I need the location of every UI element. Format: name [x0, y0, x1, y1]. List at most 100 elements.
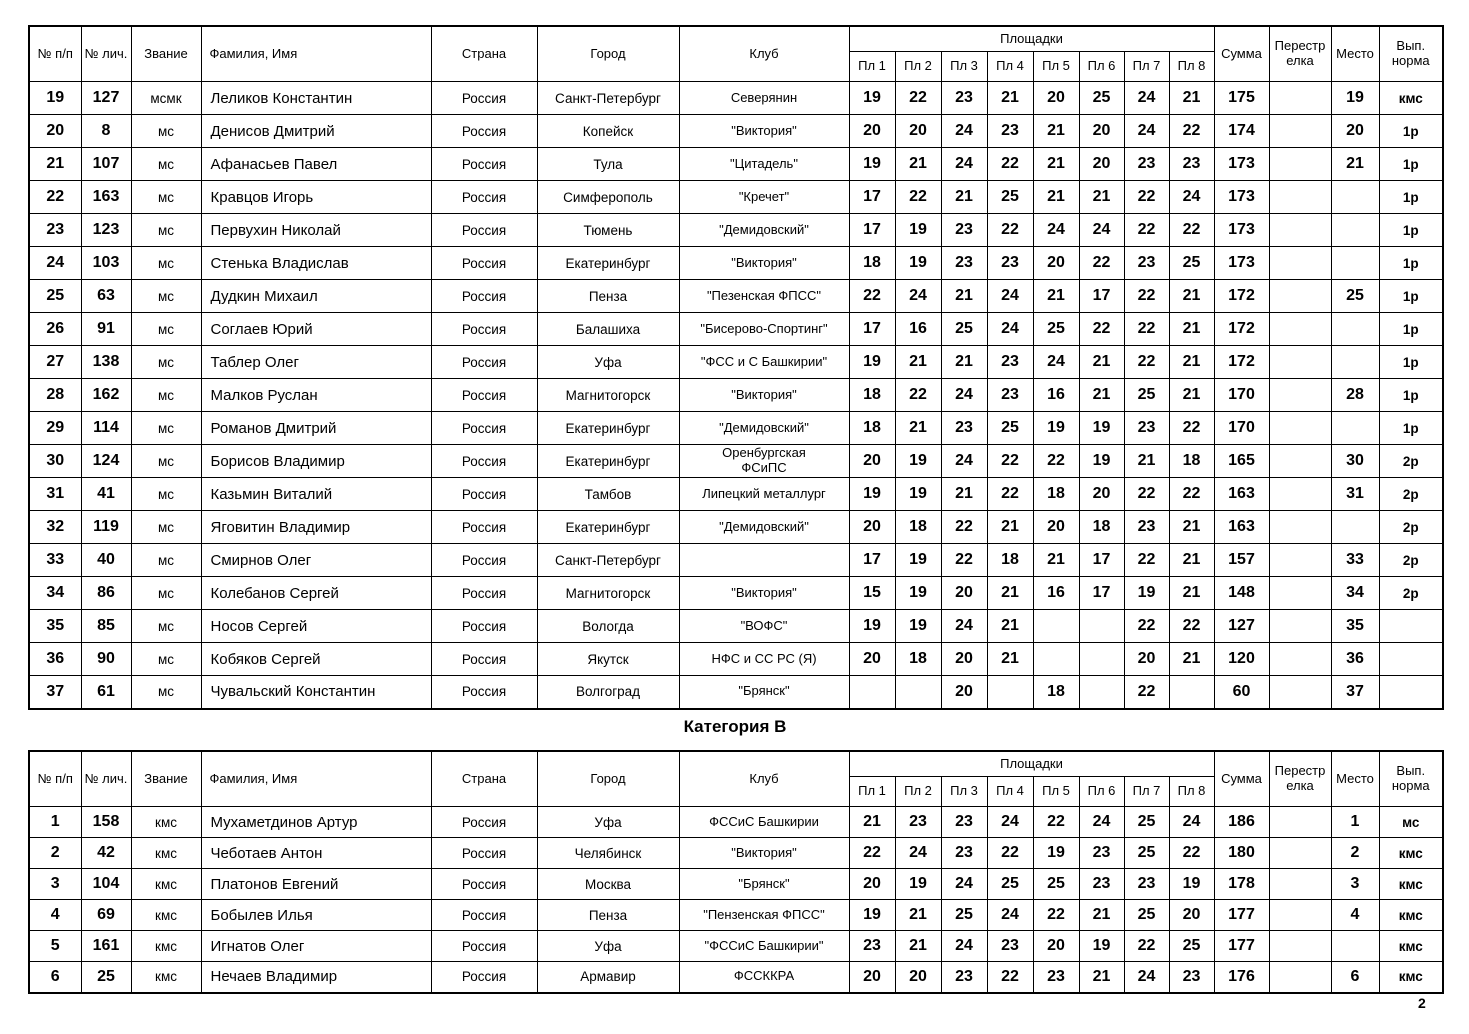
cell-pl-3: 25: [940, 312, 988, 346]
cell-sum: 176: [1213, 961, 1270, 993]
cell-sum: 177: [1213, 930, 1270, 962]
cell-pl-2: 21: [894, 147, 942, 181]
cell-id: 163: [80, 180, 132, 214]
cell-pp: 21: [28, 147, 82, 181]
cell-pl-2: 20: [894, 114, 942, 148]
cell-name: Таблер Олег: [200, 345, 432, 379]
cell-sum: 127: [1213, 609, 1270, 643]
header-pp: № п/п: [28, 750, 82, 807]
cell-id: 123: [80, 213, 132, 247]
cell-city: Магнитогорск: [536, 576, 680, 610]
cell-sum: 148: [1213, 576, 1270, 610]
cell-sum: 175: [1213, 81, 1270, 115]
header-pl-6: Пл 6: [1078, 776, 1125, 807]
cell-city: Екатеринбург: [536, 444, 680, 478]
cell-city: Екатеринбург: [536, 246, 680, 280]
cell-country: Россия: [430, 411, 538, 445]
cell-pl-6: 24: [1078, 806, 1125, 838]
cell-pl-1: 22: [848, 279, 896, 313]
cell-rank: мс: [130, 213, 202, 247]
cell-club: "Виктория": [678, 114, 850, 148]
cell-shootoff: [1268, 345, 1332, 379]
cell-pl-4: 22: [986, 837, 1034, 869]
cell-pl-2: 24: [894, 837, 942, 869]
cell-pl-7: 23: [1123, 411, 1170, 445]
cell-pl-2: 19: [894, 543, 942, 577]
cell-pl-3: 23: [940, 961, 988, 993]
cell-pl-1: 19: [848, 477, 896, 511]
cell-club: "Виктория": [678, 576, 850, 610]
cell-pl-2: 20: [894, 961, 942, 993]
cell-place: 6: [1330, 961, 1380, 993]
cell-rank: кмс: [130, 930, 202, 962]
cell-club: "Цитадель": [678, 147, 850, 181]
cell-pl-2: 23: [894, 806, 942, 838]
cell-pl-1: 21: [848, 806, 896, 838]
cell-pl-5: 22: [1032, 444, 1080, 478]
cell-rank: мс: [130, 510, 202, 544]
cell-pp: 36: [28, 642, 82, 676]
cell-norm: 2р: [1378, 444, 1444, 478]
cell-pl-5: 19: [1032, 837, 1080, 869]
cell-sum: 172: [1213, 279, 1270, 313]
cell-norm: 2р: [1378, 543, 1444, 577]
cell-pl-4: 21: [986, 81, 1034, 115]
cell-rank: мс: [130, 147, 202, 181]
cell-place: 1: [1330, 806, 1380, 838]
cell-pl-5: [1032, 609, 1080, 643]
cell-pl-3: 24: [940, 147, 988, 181]
cell-sum: 170: [1213, 378, 1270, 412]
cell-name: Колебанов Сергей: [200, 576, 432, 610]
header-id: № лич.: [80, 25, 132, 82]
cell-sum: 170: [1213, 411, 1270, 445]
cell-city: Армавир: [536, 961, 680, 993]
table-row: 28 162 мс Малков Руслан Россия Магнитогорск "В…: [28, 378, 1444, 412]
cell-pl-1: 17: [848, 180, 896, 214]
cell-name: Казьмин Виталий: [200, 477, 432, 511]
section-title: Категория В: [683, 717, 787, 736]
table-row: 6 25 кмс Нечаев Владимир Россия Армавир ФССККР…: [28, 961, 1444, 993]
cell-city: Уфа: [536, 806, 680, 838]
page-number: 2: [1418, 995, 1426, 1011]
cell-norm: 1р: [1378, 378, 1444, 412]
cell-pl-1: 19: [848, 147, 896, 181]
cell-pl-6: 21: [1078, 180, 1125, 214]
cell-pp: 22: [28, 180, 82, 214]
cell-pl-6: 17: [1078, 279, 1125, 313]
cell-pl-3: 23: [940, 806, 988, 838]
header-pl-8: Пл 8: [1168, 776, 1215, 807]
header-pl-3: Пл 3: [940, 51, 988, 82]
cell-country: Россия: [430, 868, 538, 900]
cell-pl-2: 22: [894, 378, 942, 412]
cell-id: 138: [80, 345, 132, 379]
cell-pl-1: 18: [848, 411, 896, 445]
cell-pl-5: 21: [1032, 543, 1080, 577]
cell-name: Игнатов Олег: [200, 930, 432, 962]
cell-club: "Брянск": [678, 675, 850, 709]
cell-pl-7: 25: [1123, 378, 1170, 412]
cell-rank: кмс: [130, 806, 202, 838]
cell-pl-6: 21: [1078, 345, 1125, 379]
cell-rank: мс: [130, 279, 202, 313]
table-row: 19 127 мсмк Леликов Константин Россия Санкт-П…: [28, 81, 1444, 115]
cell-pp: 25: [28, 279, 82, 313]
cell-pl-7: 22: [1123, 213, 1170, 247]
cell-pl-7: 23: [1123, 868, 1170, 900]
cell-pl-2: 19: [894, 444, 942, 478]
cell-shootoff: [1268, 930, 1332, 962]
cell-country: Россия: [430, 312, 538, 346]
cell-pl-8: 19: [1168, 868, 1215, 900]
cell-pl-2: 18: [894, 510, 942, 544]
cell-place: [1330, 213, 1380, 247]
cell-sum: 172: [1213, 345, 1270, 379]
cell-pl-5: 20: [1032, 930, 1080, 962]
cell-pp: 33: [28, 543, 82, 577]
cell-pl-1: 22: [848, 837, 896, 869]
cell-pl-6: 19: [1078, 444, 1125, 478]
cell-shootoff: [1268, 837, 1332, 869]
table-row: 25 63 мс Дудкин Михаил Россия Пенза "Пезенская…: [28, 279, 1444, 313]
header-club: Клуб: [678, 25, 850, 82]
header-rank: Звание: [130, 750, 202, 807]
cell-pl-4: 22: [986, 961, 1034, 993]
cell-pl-2: 22: [894, 180, 942, 214]
